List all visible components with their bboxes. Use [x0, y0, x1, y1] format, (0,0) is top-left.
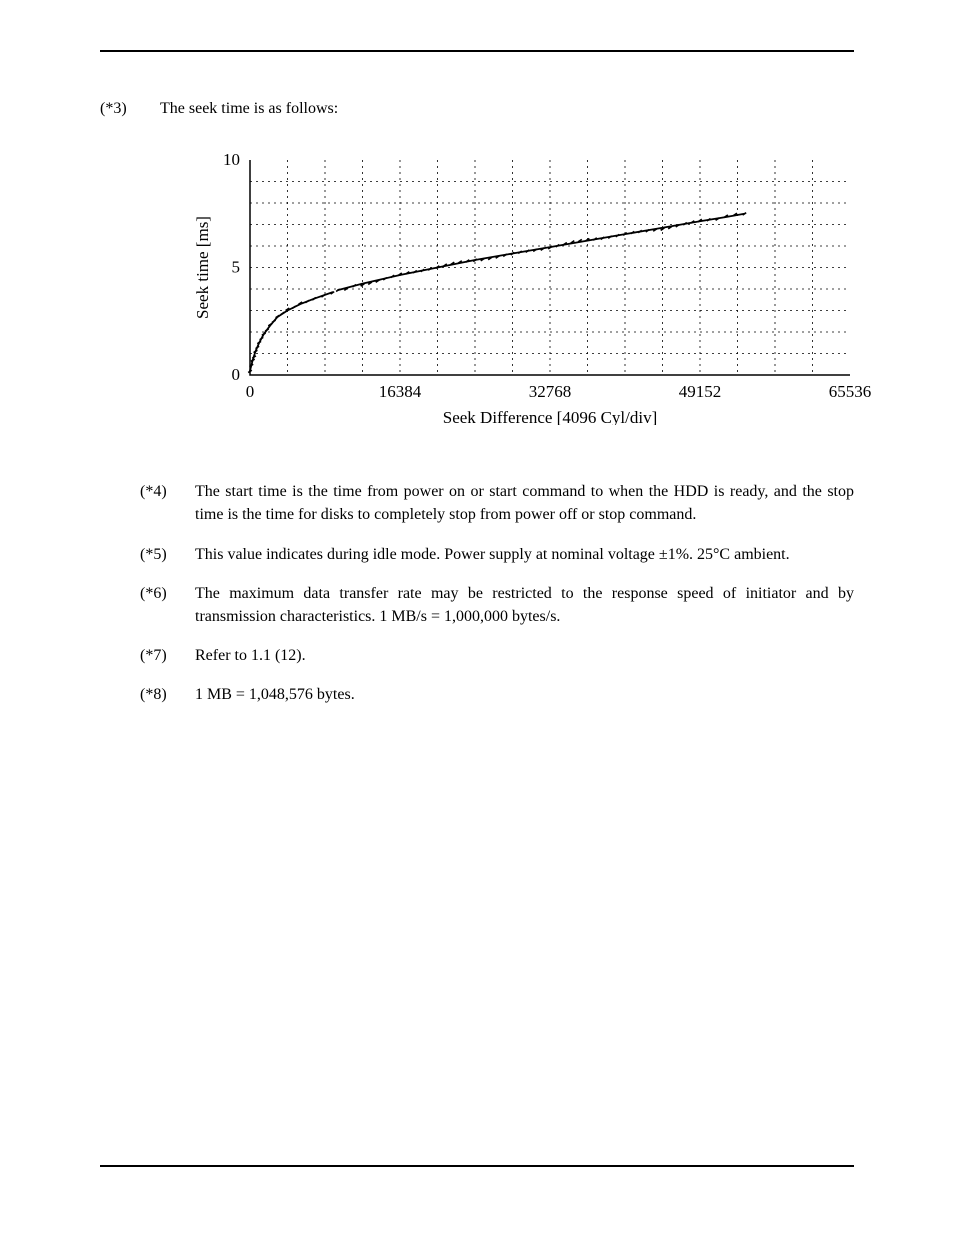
note-5-text: This value indicates during idle mode. P… [195, 543, 854, 566]
note-4: (*4) The start time is the time from pow… [100, 480, 854, 526]
svg-text:5: 5 [232, 258, 241, 277]
svg-text:Seek time [ms]: Seek time [ms] [193, 216, 212, 319]
note-7-num: (*7) [140, 644, 195, 667]
footer-rule [100, 1165, 854, 1167]
note-8: (*8) 1 MB = 1,048,576 bytes. [100, 683, 854, 706]
note-4-num: (*4) [140, 480, 195, 503]
note-7: (*7) Refer to 1.1 (12). [100, 644, 854, 667]
svg-text:0: 0 [246, 382, 255, 401]
note-5: (*5) This value indicates during idle mo… [100, 543, 854, 566]
note-8-num: (*8) [140, 683, 195, 706]
seek-time-svg: 0 5 10 0 16384 32768 49152 65536 Seek Difference… [185, 150, 905, 425]
svg-text:65536: 65536 [829, 382, 872, 401]
svg-text:16384: 16384 [379, 382, 422, 401]
note-5-num: (*5) [140, 543, 195, 566]
page: (*3) The seek time is as follows: 0 5 10 0 1… [0, 0, 954, 1235]
note-8-text: 1 MB = 1,048,576 bytes. [195, 683, 854, 706]
note-3-text: The seek time is as follows: [160, 97, 854, 120]
header-rule [100, 50, 854, 52]
svg-text:0: 0 [232, 365, 241, 384]
seek-time-chart: 0510016384327684915265536Seek Difference… [185, 150, 854, 425]
note-6: (*6) The maximum data transfer rate may … [100, 582, 854, 628]
note-6-num: (*6) [140, 582, 195, 605]
svg-text:10: 10 [223, 150, 240, 169]
note-3-num: (*3) [100, 97, 160, 120]
note-4-text: The start time is the time from power on… [195, 480, 854, 526]
svg-text:Seek Difference [4096 Cyl/div]: Seek Difference [4096 Cyl/div] [443, 408, 657, 425]
note-3: (*3) The seek time is as follows: [100, 97, 854, 120]
note-6-text: The maximum data transfer rate may be re… [195, 582, 854, 628]
svg-text:49152: 49152 [679, 382, 722, 401]
svg-text:32768: 32768 [529, 382, 572, 401]
note-7-text: Refer to 1.1 (12). [195, 644, 854, 667]
